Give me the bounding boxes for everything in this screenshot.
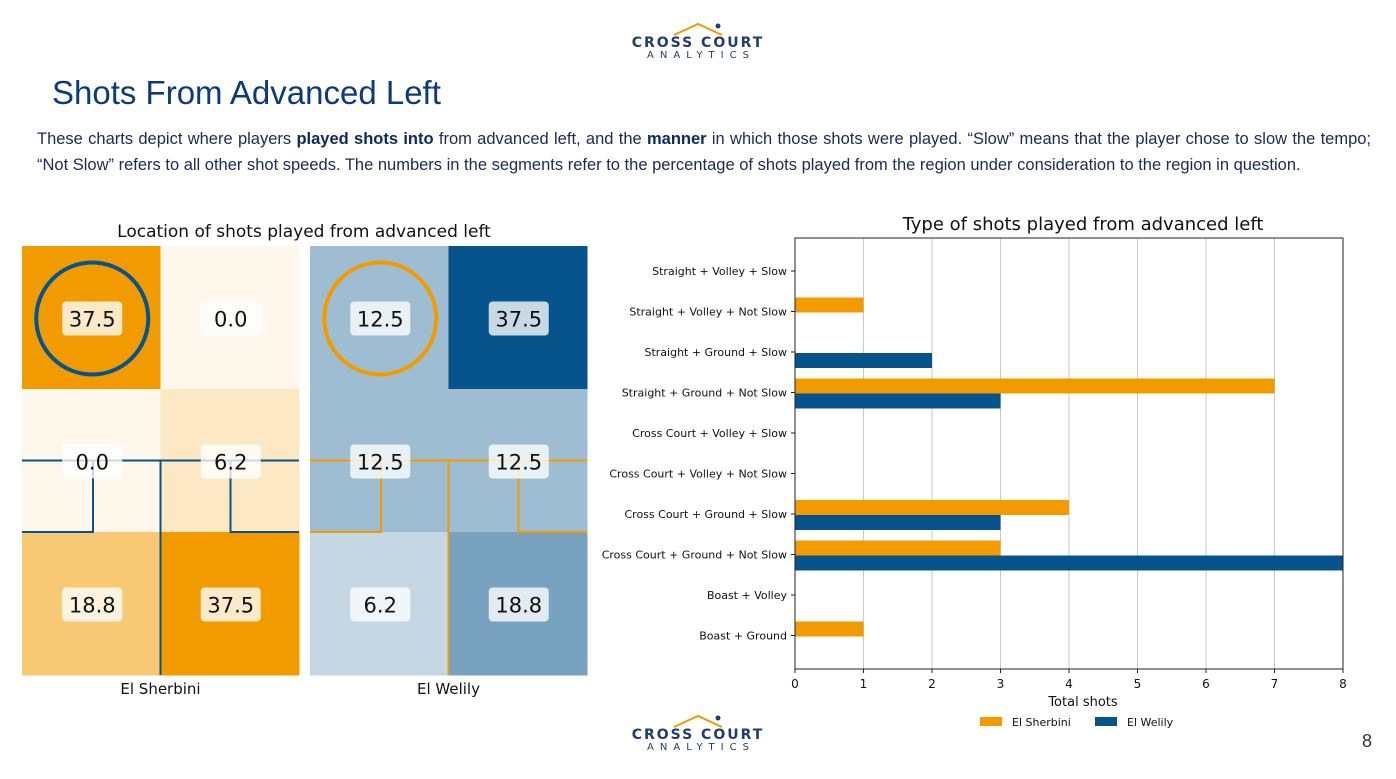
cell-value: 18.8 — [69, 594, 116, 618]
cell-value: 12.5 — [357, 308, 404, 332]
x-tick-label: 0 — [791, 677, 799, 691]
category-label: Straight + Volley + Not Slow — [629, 306, 787, 319]
logo-line2: ANALYTICS — [647, 742, 755, 753]
x-tick-label: 5 — [1134, 677, 1142, 691]
x-tick-label: 7 — [1271, 677, 1279, 691]
cell-label-bg — [200, 301, 261, 336]
cell-label-bg — [350, 444, 411, 479]
description-bold1: played shots into — [296, 130, 434, 148]
cell-value: 12.5 — [495, 451, 542, 475]
heatmap-title: Location of shots played from advanced l… — [117, 222, 491, 242]
category-label: Boast + Ground — [699, 630, 787, 643]
cell-value: 12.5 — [357, 451, 404, 475]
court-chevron-icon — [673, 22, 723, 36]
bar-chart-title: Type of shots played from advanced left — [902, 214, 1264, 235]
logo-bottom: CROSS COURT ANALYTICS — [626, 714, 770, 754]
x-tick-label: 4 — [1065, 677, 1073, 691]
bar-welily — [795, 555, 1343, 571]
logo-top: CROSS COURT ANALYTICS — [626, 22, 770, 62]
page-number: 8 — [1361, 731, 1372, 751]
legend: El Sherbini El Welily — [980, 716, 1174, 729]
bar-welily — [795, 393, 1001, 409]
category-label: Straight + Volley + Slow — [652, 265, 787, 278]
cell-label-bg — [62, 444, 123, 479]
cell-label-bg — [200, 444, 261, 479]
x-tick-label: 2 — [928, 677, 936, 691]
shot-type-bar-chart: Type of shots played from advanced left … — [602, 214, 1347, 729]
cell-label-bg — [488, 301, 549, 336]
category-label: Cross Court + Ground + Slow — [624, 508, 787, 521]
description-part3: in which those shots were played. “Slow”… — [37, 130, 1372, 174]
description-bold2: manner — [646, 130, 707, 148]
x-tick-label: 3 — [997, 677, 1005, 691]
highlight-circle — [322, 260, 439, 377]
cell-value: 0.0 — [76, 451, 109, 475]
logo-line1: CROSS COURT — [631, 727, 765, 743]
category-label: Boast + Volley — [707, 589, 788, 602]
logo-line1: CROSS COURT — [631, 35, 765, 51]
x-tick-label: 6 — [1202, 677, 1210, 691]
cell-label-bg — [350, 587, 411, 622]
description-part1: These charts depict where players — [37, 130, 297, 148]
bar-sherbini — [795, 297, 864, 313]
plot-frame — [794, 237, 1344, 670]
page-title: Shots From Advanced Left — [52, 74, 441, 111]
bar-sherbini — [795, 621, 864, 637]
cell-value: 6.2 — [214, 451, 247, 475]
cell-label-bg — [488, 587, 549, 622]
cell-label-bg — [488, 444, 549, 479]
legend-label: El Sherbini — [1012, 716, 1071, 729]
legend-swatch — [980, 717, 1002, 726]
cell-value: 18.8 — [495, 594, 542, 618]
category-label: Straight + Ground + Slow — [644, 346, 787, 359]
cell-value: 37.5 — [207, 594, 254, 618]
location-heatmap-chart: Location of shots played from advanced l… — [22, 222, 588, 698]
category-label: Cross Court + Volley + Not Slow — [609, 468, 787, 481]
player-name: El Welily — [417, 680, 480, 698]
category-label: Straight + Ground + Not Slow — [622, 387, 787, 400]
legend-label: El Welily — [1127, 716, 1174, 729]
cell-value: 37.5 — [69, 308, 116, 332]
cell-value: 0.0 — [214, 308, 247, 332]
category-label: Cross Court + Volley + Slow — [632, 427, 787, 440]
x-tick-label: 1 — [860, 677, 868, 691]
cell-value: 6.2 — [364, 594, 397, 618]
player-name: El Sherbini — [120, 680, 200, 698]
bar-welily — [795, 353, 932, 368]
x-axis-label: Total shots — [1047, 695, 1118, 710]
cell-label-bg — [62, 587, 123, 622]
category-label: Cross Court + Ground + Not Slow — [602, 549, 787, 562]
cell-value: 37.5 — [495, 308, 542, 332]
logo-line2: ANALYTICS — [647, 50, 755, 61]
cell-label-bg — [350, 301, 411, 336]
bar-sherbini — [795, 378, 1275, 394]
highlight-circle — [34, 260, 151, 377]
legend-swatch — [1095, 717, 1117, 726]
bar-sherbini — [795, 540, 1001, 556]
x-tick-label: 8 — [1339, 677, 1347, 691]
description-part2: from advanced left, and the — [433, 130, 647, 148]
description: These charts depict where players played… — [37, 126, 1371, 178]
court-chevron-icon — [673, 714, 723, 728]
heatmap-0: 37.5 0.0 0.0 6.2 18.8 37.5 El Sherbini — [22, 246, 300, 698]
bar-sherbini — [795, 500, 1069, 515]
cell-label-bg — [62, 301, 123, 336]
cell-label-bg — [200, 587, 261, 622]
heatmap-1: 12.5 37.5 12.5 12.5 6.2 18.8 El Welily — [310, 246, 588, 698]
bar-welily — [795, 515, 1001, 530]
